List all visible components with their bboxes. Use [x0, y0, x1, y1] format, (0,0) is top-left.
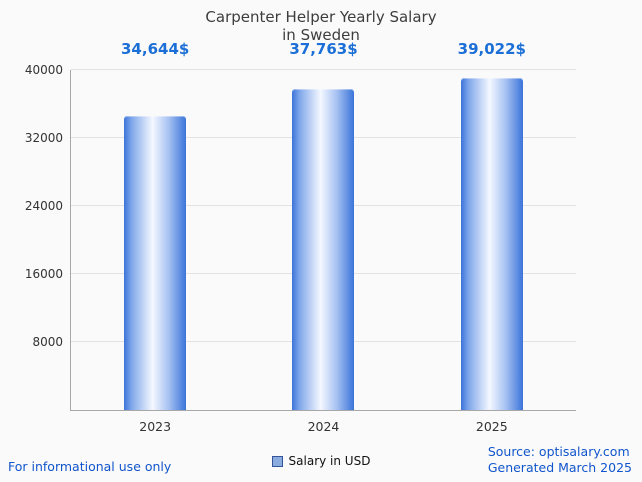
bar-2023 [124, 115, 187, 410]
bar-value-label: 39,022$ [457, 40, 526, 58]
footer-disclaimer: For informational use only [8, 459, 172, 474]
x-axis-category-label: 2024 [307, 419, 340, 434]
chart-title-line2: in Sweden [282, 26, 360, 44]
y-axis-tick-label: 24000 [24, 199, 63, 213]
bar-value-label: 37,763$ [289, 40, 358, 58]
source-link[interactable]: Source: optisalary.com [487, 444, 630, 459]
legend-swatch-icon [271, 455, 283, 467]
legend-label: Salary in USD [288, 454, 371, 468]
legend: Salary in USD [0, 454, 642, 468]
y-axis-tick-label: 8000 [32, 335, 63, 349]
footer-source-block: Source: optisalary.com Generated March 2… [488, 444, 632, 476]
plot-area: 8000 16000 24000 32000 40000 34,644$ 2023 37,76… [25, 40, 576, 434]
generated-date: Generated March 2025 [487, 460, 632, 475]
bar-2025 [460, 78, 523, 410]
chart-title-line1: Carpenter Helper Yearly Salary [205, 8, 437, 26]
bar-slot: 37,763$ 2024 [239, 40, 407, 434]
bar-slot: 39,022$ 2025 [408, 40, 576, 434]
x-axis-category-label: 2025 [475, 419, 508, 434]
bar-2024 [292, 89, 355, 410]
bar-value-label: 34,644$ [121, 40, 190, 58]
x-axis-category-label: 2023 [139, 419, 172, 434]
y-axis-tick-label: 40000 [24, 63, 63, 77]
y-axis-tick-label: 32000 [24, 131, 63, 145]
gridline [71, 69, 576, 70]
bar-slot: 34,644$ 2023 [71, 40, 239, 434]
y-axis-tick-label: 16000 [24, 267, 63, 281]
chart-title: Carpenter Helper Yearly Salary in Sweden [0, 8, 642, 44]
